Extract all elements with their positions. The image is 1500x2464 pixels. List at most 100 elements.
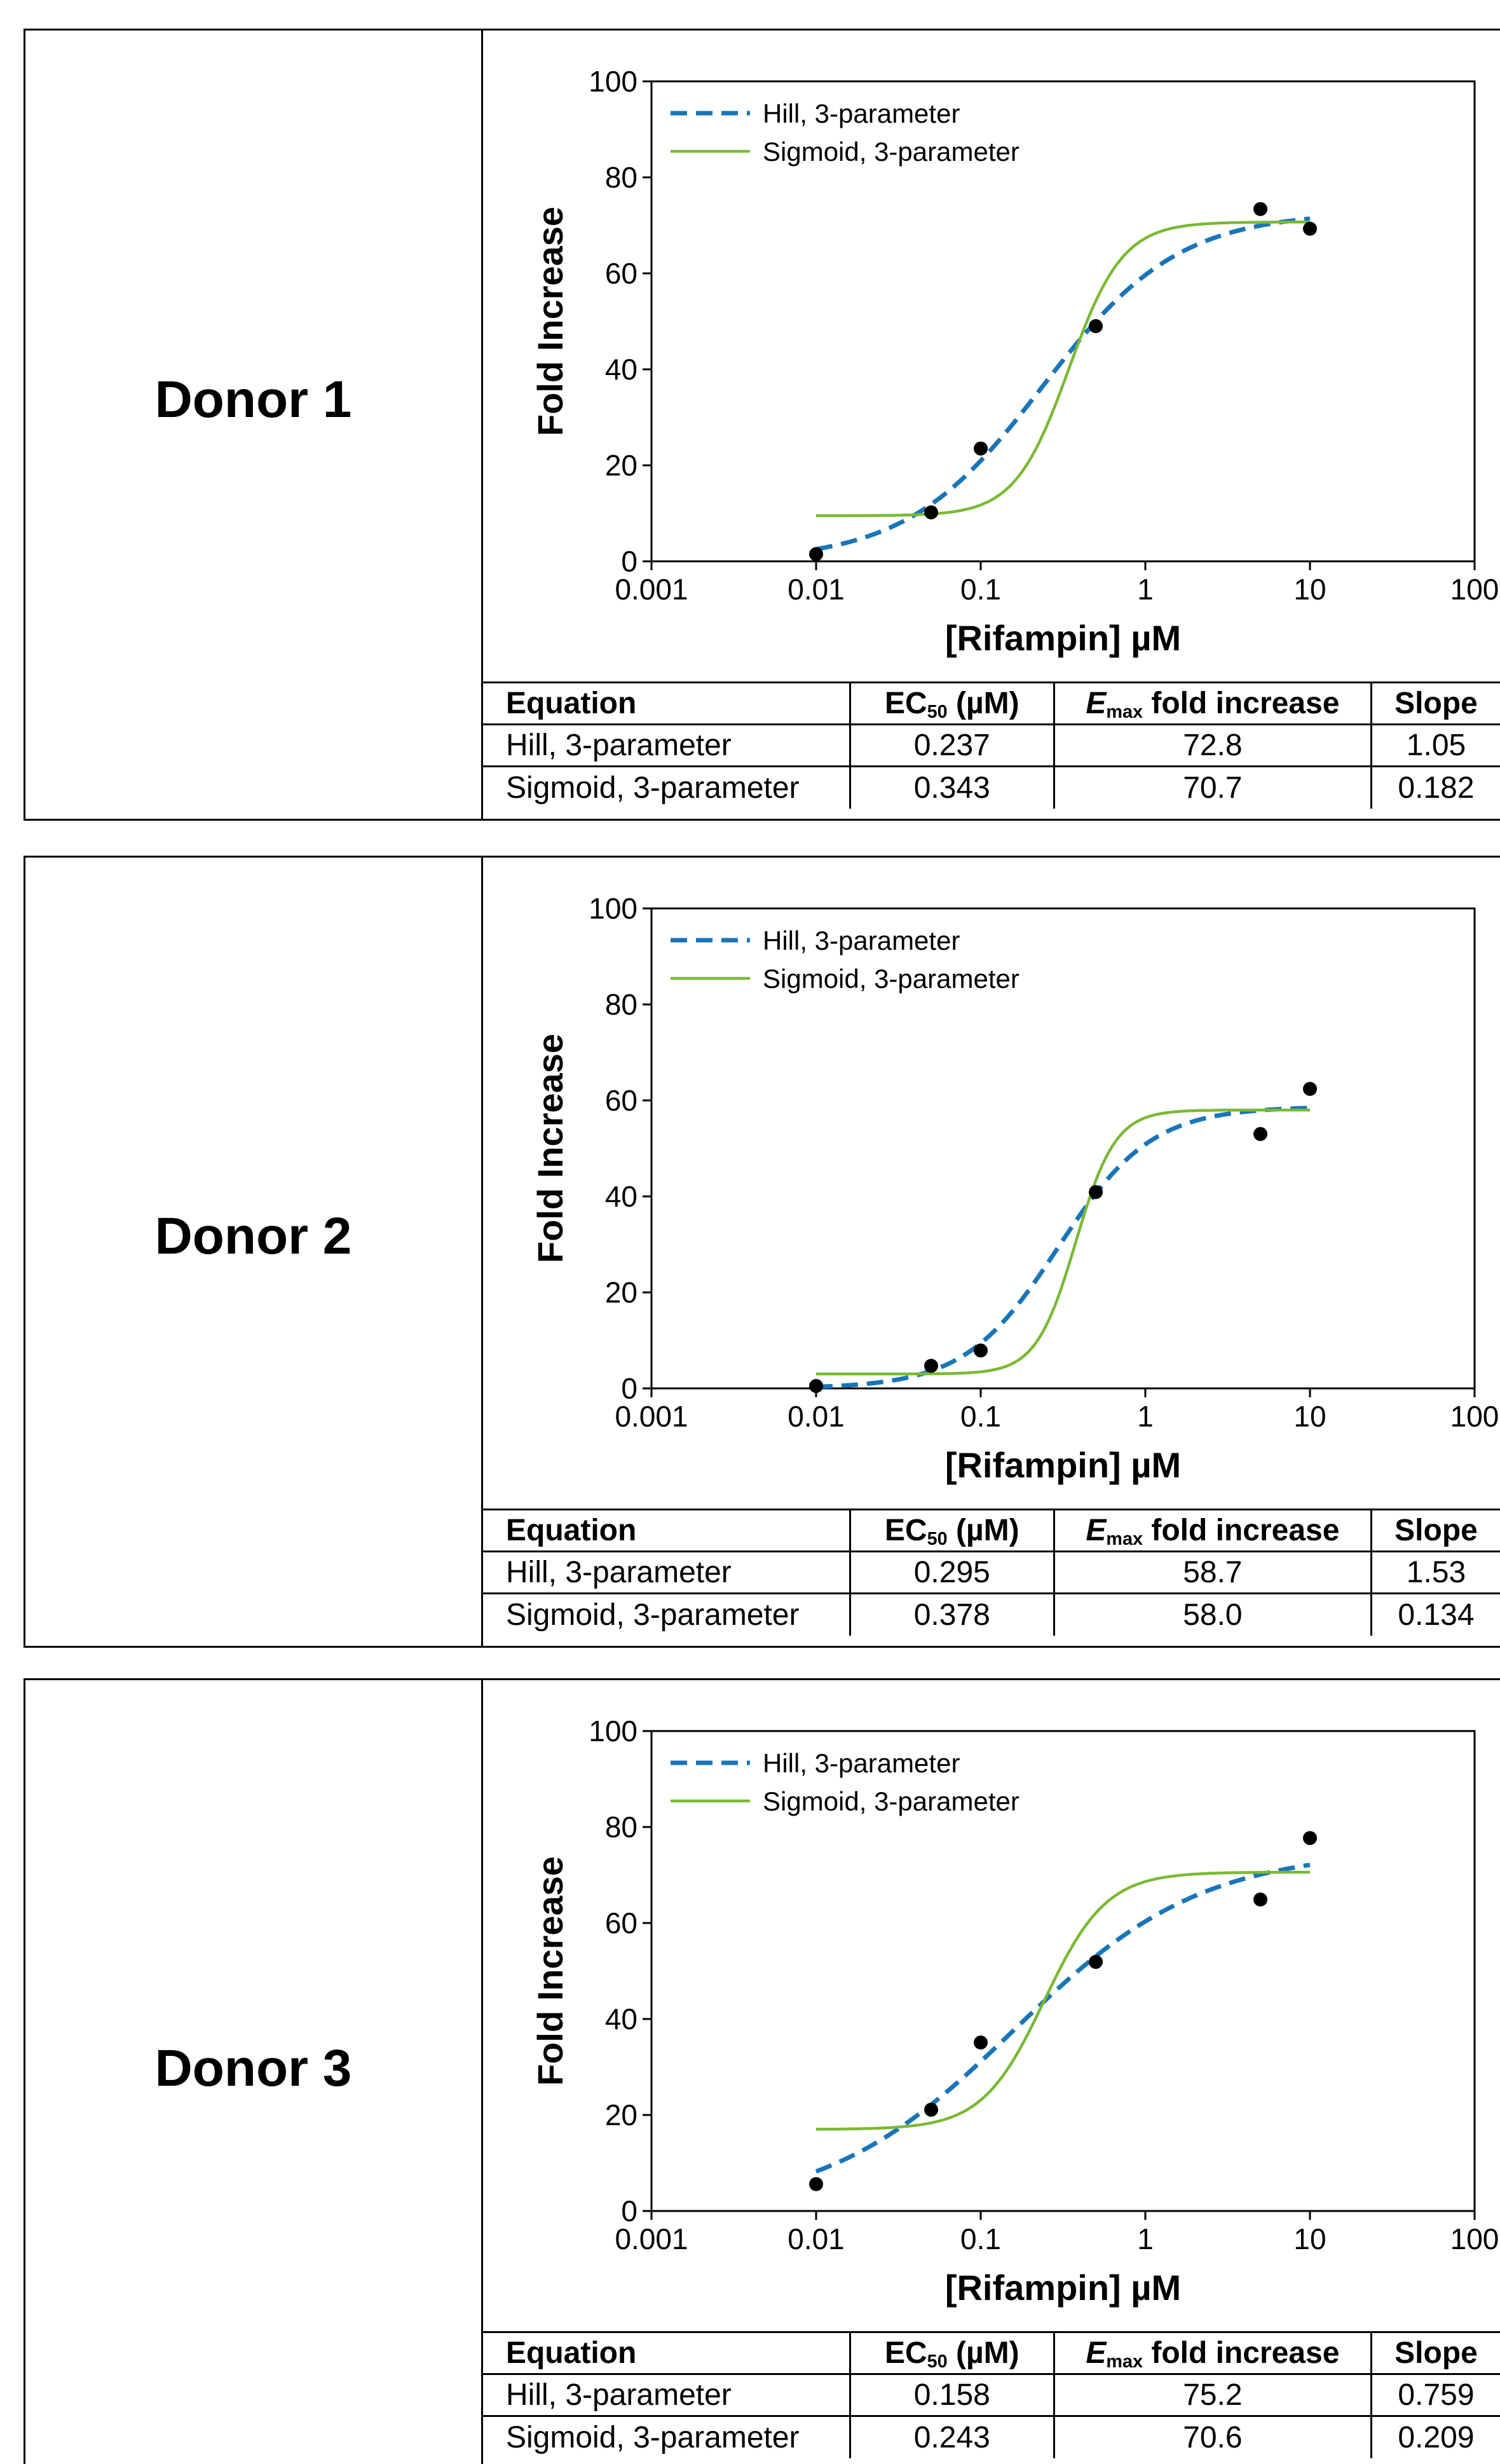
data-point (1089, 319, 1103, 334)
header-slope: Slope (1370, 1509, 1500, 1552)
plot-frame (650, 80, 1476, 563)
table-row: Sigmoid, 3-parameter 0.378 58.0 0.134 (483, 1592, 1500, 1636)
donor-panel-1: Donor 1 0.001 0.01 0.1 1 10 100 0 20 40 60 80 100 [R… (24, 29, 1500, 821)
table-row: Sigmoid, 3-parameter 0.343 70.7 0.182 (483, 765, 1500, 809)
x-tick-label: 0.01 (788, 573, 845, 606)
sigmoid-fit-line (816, 221, 1310, 517)
table-row: Hill, 3-parameter 0.237 72.8 1.05 (483, 723, 1500, 767)
cell-ec50: 0.243 (849, 2415, 1055, 2458)
fit-parameters-table: Equation EC50 (µM) Emax fold increase Sl… (483, 1509, 1500, 1636)
y-tick-label: 60 (605, 1084, 638, 1117)
cell-ec50: 0.237 (849, 723, 1055, 767)
table-header-row: Equation EC50 (µM) Emax fold increase Sl… (483, 1509, 1500, 1552)
dose-response-chart: 0.001 0.01 0.1 1 10 100 0 20 40 60 80 100 [Rifampin]… (530, 1715, 1499, 2308)
data-point (1089, 1185, 1103, 1200)
donor-label-cell: Donor 3 (25, 1680, 483, 2464)
x-tick-label: 0.001 (615, 573, 688, 606)
data-point (974, 441, 988, 456)
legend-label: Hill, 3-parameter (763, 1748, 960, 1778)
table-header-row: Equation EC50 (µM) Emax fold increase Sl… (483, 2331, 1500, 2375)
x-tick-label: 10 (1293, 1400, 1326, 1433)
plot-frame (650, 907, 1476, 1390)
cell-slope: 0.759 (1370, 2373, 1500, 2417)
x-tick-label: 1 (1137, 573, 1154, 606)
cell-emax: 75.2 (1053, 2373, 1372, 2417)
legend-label: Sigmoid, 3-parameter (763, 1786, 1019, 1816)
cell-equation: Hill, 3-parameter (483, 723, 851, 767)
x-tick-label: 10 (1293, 2222, 1326, 2255)
table-row: Sigmoid, 3-parameter 0.243 70.6 0.209 (483, 2415, 1500, 2458)
y-axis-label: Fold Increase (530, 1856, 570, 2086)
cell-equation: Hill, 3-parameter (483, 2373, 851, 2417)
hill-fit-line (815, 1105, 1311, 1389)
data-point (924, 2102, 939, 2117)
data-point (974, 1343, 988, 1358)
data-point (809, 2177, 823, 2191)
hill-fit-line (815, 1863, 1311, 2174)
data-point (924, 505, 939, 519)
donor-label-cell: Donor 1 (25, 31, 483, 819)
table-header-row: Equation EC50 (µM) Emax fold increase Sl… (483, 681, 1500, 725)
donor-label: Donor 2 (154, 1207, 352, 1265)
x-tick-label: 0.1 (960, 1400, 1001, 1433)
data-point (1253, 1892, 1268, 1907)
header-slope: Slope (1370, 681, 1500, 725)
y-tick-label: 80 (605, 161, 638, 194)
cell-slope: 0.209 (1370, 2415, 1500, 2458)
x-tick-label: 0.01 (788, 1400, 845, 1433)
x-tick-label: 0.001 (615, 2222, 688, 2255)
cell-emax: 72.8 (1053, 723, 1372, 767)
cell-equation: Sigmoid, 3-parameter (483, 765, 851, 809)
y-tick-label: 0 (621, 2194, 638, 2228)
data-point (1303, 1831, 1317, 1845)
table-row: Hill, 3-parameter 0.295 58.7 1.53 (483, 1550, 1500, 1594)
y-axis-label: Fold Increase (530, 207, 570, 436)
legend-label: Sigmoid, 3-parameter (763, 137, 1019, 167)
y-tick-label: 40 (605, 1180, 638, 1213)
data-point (1253, 202, 1268, 216)
y-tick-label: 80 (605, 988, 638, 1021)
y-tick-label: 100 (589, 1715, 638, 1748)
plot-frame (650, 1730, 1476, 2212)
legend-label: Hill, 3-parameter (763, 926, 960, 955)
data-point (809, 547, 823, 561)
y-tick-label: 40 (605, 353, 638, 386)
x-tick-label: 100 (1450, 1400, 1499, 1433)
x-tick-label: 10 (1293, 573, 1326, 606)
header-emax: Emax fold increase (1053, 1509, 1372, 1552)
header-slope: Slope (1370, 2331, 1500, 2375)
cell-ec50: 0.343 (849, 765, 1055, 809)
x-tick-label: 0.1 (960, 573, 1001, 606)
y-tick-label: 0 (621, 545, 638, 578)
y-tick-label: 100 (589, 65, 638, 98)
cell-slope: 0.182 (1370, 765, 1500, 809)
header-equation: Equation (483, 1509, 851, 1552)
x-tick-label: 0.1 (960, 2222, 1001, 2255)
header-equation: Equation (483, 681, 851, 725)
cell-emax: 70.7 (1053, 765, 1372, 809)
cell-emax: 58.7 (1053, 1550, 1372, 1594)
data-point (809, 1379, 823, 1393)
cell-ec50: 0.295 (849, 1550, 1055, 1594)
dose-response-chart: 0.001 0.01 0.1 1 10 100 0 20 40 60 80 100 [Rifampin]… (530, 65, 1499, 658)
y-tick-label: 60 (605, 257, 638, 290)
data-point (1303, 221, 1317, 236)
x-tick-label: 0.01 (788, 2222, 845, 2255)
y-tick-label: 20 (605, 449, 638, 482)
y-tick-label: 20 (605, 1276, 638, 1309)
header-emax: Emax fold increase (1053, 2331, 1372, 2375)
data-point (1089, 1955, 1103, 1969)
cell-ec50: 0.158 (849, 2373, 1055, 2417)
donor-panel-2: Donor 2 0.001 0.01 0.1 1 10 100 0 20 40 60 80 100 [R… (24, 856, 1500, 1648)
donor-label-cell: Donor 2 (25, 858, 483, 1646)
header-emax: Emax fold increase (1053, 681, 1372, 725)
cell-emax: 70.6 (1053, 2415, 1372, 2458)
header-equation: Equation (483, 2331, 851, 2375)
cell-slope: 0.134 (1370, 1592, 1500, 1636)
legend-label: Sigmoid, 3-parameter (763, 964, 1019, 994)
legend-label: Hill, 3-parameter (763, 99, 960, 128)
data-point (924, 1359, 939, 1373)
header-ec50: EC50 (µM) (849, 1509, 1055, 1552)
x-tick-label: 1 (1137, 2222, 1154, 2255)
sigmoid-fit-line (816, 1108, 1310, 1376)
